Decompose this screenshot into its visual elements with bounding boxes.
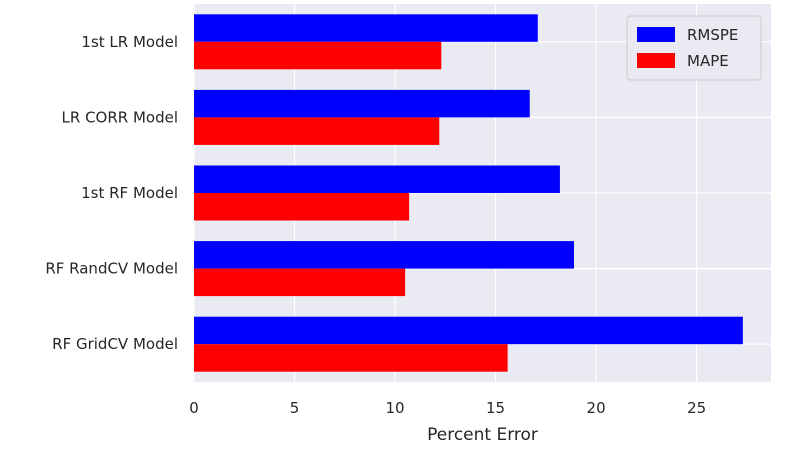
- x-tick-label: 0: [189, 399, 199, 417]
- bar-mape: [194, 117, 440, 145]
- y-tick-label: RF GridCV Model: [52, 335, 178, 353]
- bar-mape: [194, 344, 508, 372]
- x-axis-label: Percent Error: [427, 425, 538, 445]
- y-tick-label: 1st LR Model: [81, 33, 178, 51]
- y-tick-label: RF RandCV Model: [45, 260, 178, 278]
- bars: [194, 14, 743, 372]
- bar-mape: [194, 193, 410, 221]
- x-tick-label: 20: [587, 399, 606, 417]
- bar-mape: [194, 268, 406, 297]
- y-tick-label: LR CORR Model: [62, 108, 178, 126]
- legend: RMSPE MAPE: [626, 15, 762, 81]
- y-tick-labels: 1st LR Model LR CORR Model 1st RF Model RF …: [45, 33, 178, 353]
- x-tick-label: 25: [687, 399, 706, 417]
- bar-rmspe: [194, 241, 574, 269]
- legend-swatch-mape: [637, 53, 675, 68]
- bar-rmspe: [194, 165, 560, 193]
- bar-rmspe: [194, 316, 743, 345]
- x-tick-label: 10: [385, 399, 404, 417]
- bar-rmspe: [194, 89, 530, 118]
- x-tick-label: 15: [486, 399, 505, 417]
- bar-rmspe: [194, 14, 538, 42]
- legend-label-mape: MAPE: [687, 52, 729, 70]
- y-tick-label: 1st RF Model: [81, 184, 178, 202]
- x-tick-labels: 0 5 10 15 20 25: [189, 399, 706, 417]
- legend-swatch-rmspe: [637, 27, 675, 42]
- legend-label-rmspe: RMSPE: [687, 26, 738, 44]
- bar-mape: [194, 41, 442, 70]
- x-tick-label: 5: [290, 399, 300, 417]
